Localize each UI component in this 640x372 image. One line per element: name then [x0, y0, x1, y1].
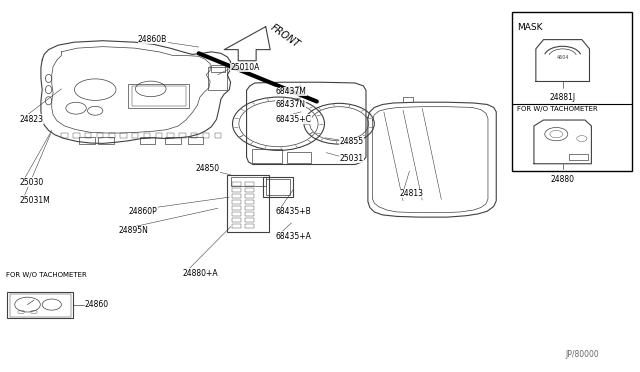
- Bar: [244, 194, 254, 198]
- Bar: [227, 175, 269, 232]
- Text: 68435+C: 68435+C: [275, 115, 311, 124]
- Text: 68435+A: 68435+A: [275, 231, 311, 241]
- Bar: [203, 134, 209, 138]
- Bar: [99, 137, 114, 144]
- Bar: [144, 134, 150, 138]
- Text: 24813: 24813: [400, 189, 424, 198]
- Bar: [120, 134, 127, 138]
- Text: 25031: 25031: [339, 154, 364, 163]
- Bar: [191, 134, 197, 138]
- Bar: [129, 84, 189, 108]
- Bar: [85, 134, 92, 138]
- Text: 68437M: 68437M: [275, 87, 306, 96]
- Bar: [232, 200, 241, 204]
- Bar: [156, 134, 162, 138]
- Bar: [73, 134, 79, 138]
- Bar: [7, 292, 74, 318]
- Bar: [232, 194, 241, 198]
- Bar: [179, 134, 186, 138]
- Text: FOR W/O TACHOMETER: FOR W/O TACHOMETER: [6, 272, 86, 278]
- Bar: [232, 182, 241, 186]
- Bar: [262, 177, 293, 197]
- Text: 25031M: 25031M: [20, 196, 51, 205]
- Bar: [214, 134, 221, 138]
- Bar: [232, 206, 241, 210]
- Bar: [232, 224, 241, 228]
- Bar: [132, 134, 138, 138]
- Text: 24823: 24823: [20, 115, 44, 124]
- Bar: [244, 188, 254, 192]
- Bar: [97, 134, 103, 138]
- Bar: [208, 67, 227, 90]
- Text: JP/80000: JP/80000: [565, 350, 598, 359]
- Bar: [230, 177, 266, 186]
- Bar: [244, 200, 254, 204]
- Text: 68437N: 68437N: [275, 100, 305, 109]
- Bar: [232, 188, 241, 192]
- Text: 24855: 24855: [339, 137, 364, 146]
- Text: 24860: 24860: [85, 301, 109, 310]
- Bar: [287, 151, 311, 163]
- Bar: [244, 224, 254, 228]
- Bar: [10, 294, 71, 317]
- Text: FRONT: FRONT: [269, 23, 302, 50]
- Text: MASK: MASK: [516, 23, 542, 32]
- Text: 24880: 24880: [550, 175, 575, 184]
- Bar: [79, 137, 95, 144]
- Bar: [244, 212, 254, 216]
- Bar: [232, 212, 241, 216]
- Bar: [188, 137, 203, 144]
- Bar: [244, 206, 254, 210]
- Bar: [166, 137, 180, 144]
- Bar: [511, 12, 632, 171]
- Text: 25010A: 25010A: [230, 63, 260, 72]
- Bar: [132, 86, 186, 106]
- Text: 25030: 25030: [20, 178, 44, 187]
- Text: 24895N: 24895N: [119, 226, 148, 235]
- Text: 24850: 24850: [195, 164, 220, 173]
- Text: 24860P: 24860P: [129, 208, 157, 217]
- Text: 24860B: 24860B: [138, 35, 167, 44]
- Bar: [140, 137, 156, 144]
- Bar: [168, 134, 174, 138]
- Bar: [569, 154, 588, 160]
- Text: FOR W/O TACHOMETER: FOR W/O TACHOMETER: [516, 106, 598, 112]
- Text: 24881J: 24881J: [550, 93, 576, 102]
- Bar: [244, 218, 254, 222]
- Bar: [211, 65, 225, 72]
- Text: 24880+A: 24880+A: [182, 269, 218, 278]
- Text: 68435+B: 68435+B: [275, 208, 311, 217]
- Bar: [61, 134, 68, 138]
- Bar: [232, 218, 241, 222]
- Bar: [252, 148, 282, 163]
- Text: 4604: 4604: [556, 55, 569, 60]
- Bar: [266, 179, 290, 195]
- Bar: [244, 182, 254, 186]
- Bar: [109, 134, 115, 138]
